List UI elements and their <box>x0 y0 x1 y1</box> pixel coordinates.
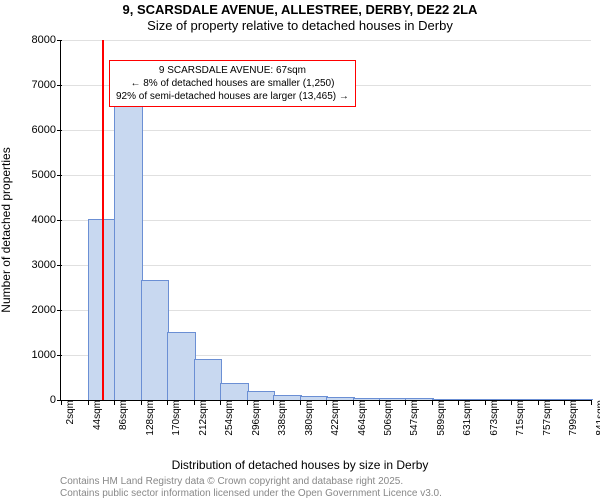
x-tick: 799sqm <box>564 400 579 436</box>
annotation-box: 9 SCARSDALE AVENUE: 67sqm ← 8% of detach… <box>109 60 356 107</box>
footer-line1: Contains HM Land Registry data © Crown c… <box>60 476 600 488</box>
y-tick: 3000 <box>32 259 61 271</box>
x-tick: 422sqm <box>326 400 341 436</box>
bar <box>220 383 249 400</box>
x-tick: 2sqm <box>61 400 76 424</box>
y-axis-label: Number of detached properties <box>0 147 13 312</box>
x-tick: 170sqm <box>167 400 182 436</box>
y-tick: 8000 <box>32 34 61 46</box>
bar <box>247 391 276 400</box>
bar <box>167 332 196 401</box>
x-tick: 212sqm <box>194 400 209 436</box>
plot-area: 0100020003000400050006000700080002sqm44s… <box>60 40 591 401</box>
x-tick: 296sqm <box>247 400 262 436</box>
x-tick: 86sqm <box>114 400 129 430</box>
y-tick: 2000 <box>32 304 61 316</box>
x-tick: 589sqm <box>432 400 447 436</box>
y-tick: 1000 <box>32 349 61 361</box>
x-tick: 757sqm <box>538 400 553 436</box>
chart-title-line2: Size of property relative to detached ho… <box>0 18 600 33</box>
annotation-line2: ← 8% of detached houses are smaller (1,2… <box>116 77 349 90</box>
x-tick: 715sqm <box>511 400 526 436</box>
gridline <box>61 40 591 41</box>
x-tick: 44sqm <box>88 400 103 430</box>
x-tick: 380sqm <box>300 400 315 436</box>
x-tick: 673sqm <box>485 400 500 436</box>
chart-title-line1: 9, SCARSDALE AVENUE, ALLESTREE, DERBY, D… <box>0 2 600 17</box>
x-axis-label: Distribution of detached houses by size … <box>0 458 600 472</box>
y-tick: 7000 <box>32 79 61 91</box>
chart-footer: Contains HM Land Registry data © Crown c… <box>60 476 600 500</box>
reference-line <box>102 40 104 400</box>
x-tick: 547sqm <box>405 400 420 436</box>
x-tick: 128sqm <box>141 400 156 436</box>
x-tick: 464sqm <box>353 400 368 436</box>
annotation-line3: 92% of semi-detached houses are larger (… <box>116 90 349 103</box>
x-tick: 254sqm <box>220 400 235 436</box>
bar <box>194 359 223 401</box>
chart-container: 9, SCARSDALE AVENUE, ALLESTREE, DERBY, D… <box>0 0 600 500</box>
footer-line2: Contains public sector information licen… <box>60 488 600 500</box>
x-tick: 338sqm <box>273 400 288 436</box>
y-tick: 5000 <box>32 169 61 181</box>
x-tick: 841sqm <box>591 400 600 436</box>
y-tick: 6000 <box>32 124 61 136</box>
y-tick: 4000 <box>32 214 61 226</box>
x-tick: 506sqm <box>379 400 394 436</box>
annotation-line1: 9 SCARSDALE AVENUE: 67sqm <box>116 64 349 77</box>
x-tick: 631sqm <box>458 400 473 436</box>
y-tick: 0 <box>50 394 61 406</box>
bar <box>114 102 143 400</box>
bar <box>141 280 170 400</box>
